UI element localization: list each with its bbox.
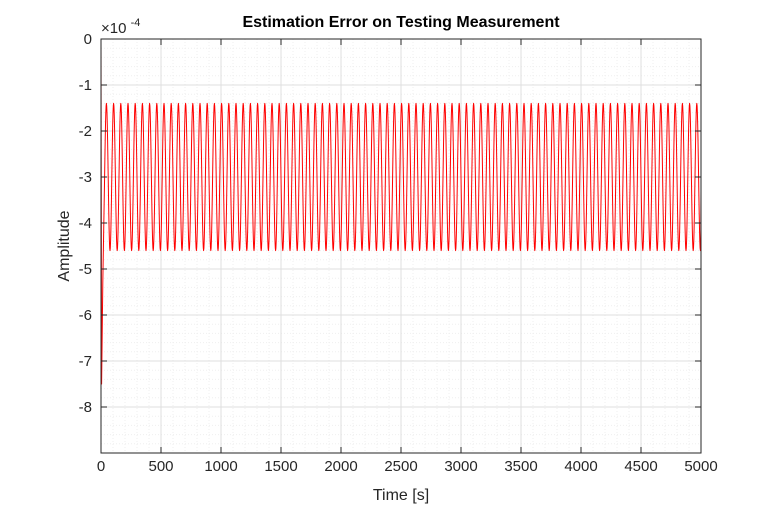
- y-tick-label: -2: [79, 123, 92, 140]
- series-layer: [100, 38, 702, 385]
- chart-title: Estimation Error on Testing Measurement: [242, 14, 560, 31]
- y-tick-label: -8: [79, 399, 92, 416]
- x-tick-label: 4500: [624, 458, 657, 475]
- x-tick-label: 5000: [684, 458, 717, 475]
- x-tick-label: 1500: [264, 458, 297, 475]
- y-tick-label: 0: [84, 31, 92, 48]
- x-tick-label: 1000: [204, 458, 237, 475]
- x-tick-label: 4000: [564, 458, 597, 475]
- x-tick-label: 3000: [444, 458, 477, 475]
- y-tick-label: -6: [79, 307, 92, 324]
- tick-marks: [100, 38, 702, 453]
- y-exponent-power: -4: [131, 17, 141, 29]
- y-tick-label: -5: [79, 261, 92, 278]
- y-tick-label: -1: [79, 77, 92, 94]
- y-exponent-base: ×10: [101, 20, 126, 37]
- x-tick-label: 2000: [324, 458, 357, 475]
- y-axis-exponent: ×10 -4: [101, 17, 140, 37]
- x-tick-label: 3500: [504, 458, 537, 475]
- y-axis-label: Amplitude: [56, 210, 73, 281]
- x-tick-label: 0: [97, 458, 105, 475]
- y-tick-label: -3: [79, 169, 92, 186]
- x-tick-labels: 0 500 1000 1500 2000 2500 3000 3500 4000 4500 5000: [97, 458, 718, 475]
- y-tick-label: -4: [79, 215, 92, 232]
- y-tick-label: -7: [79, 353, 92, 370]
- x-tick-label: 500: [148, 458, 173, 475]
- x-tick-label: 2500: [384, 458, 417, 475]
- y-tick-labels: 0 -1 -2 -3 -4 -5 -6 -7 -8: [79, 31, 92, 416]
- series-line: [100, 38, 702, 385]
- x-axis-label: Time [s]: [373, 487, 429, 504]
